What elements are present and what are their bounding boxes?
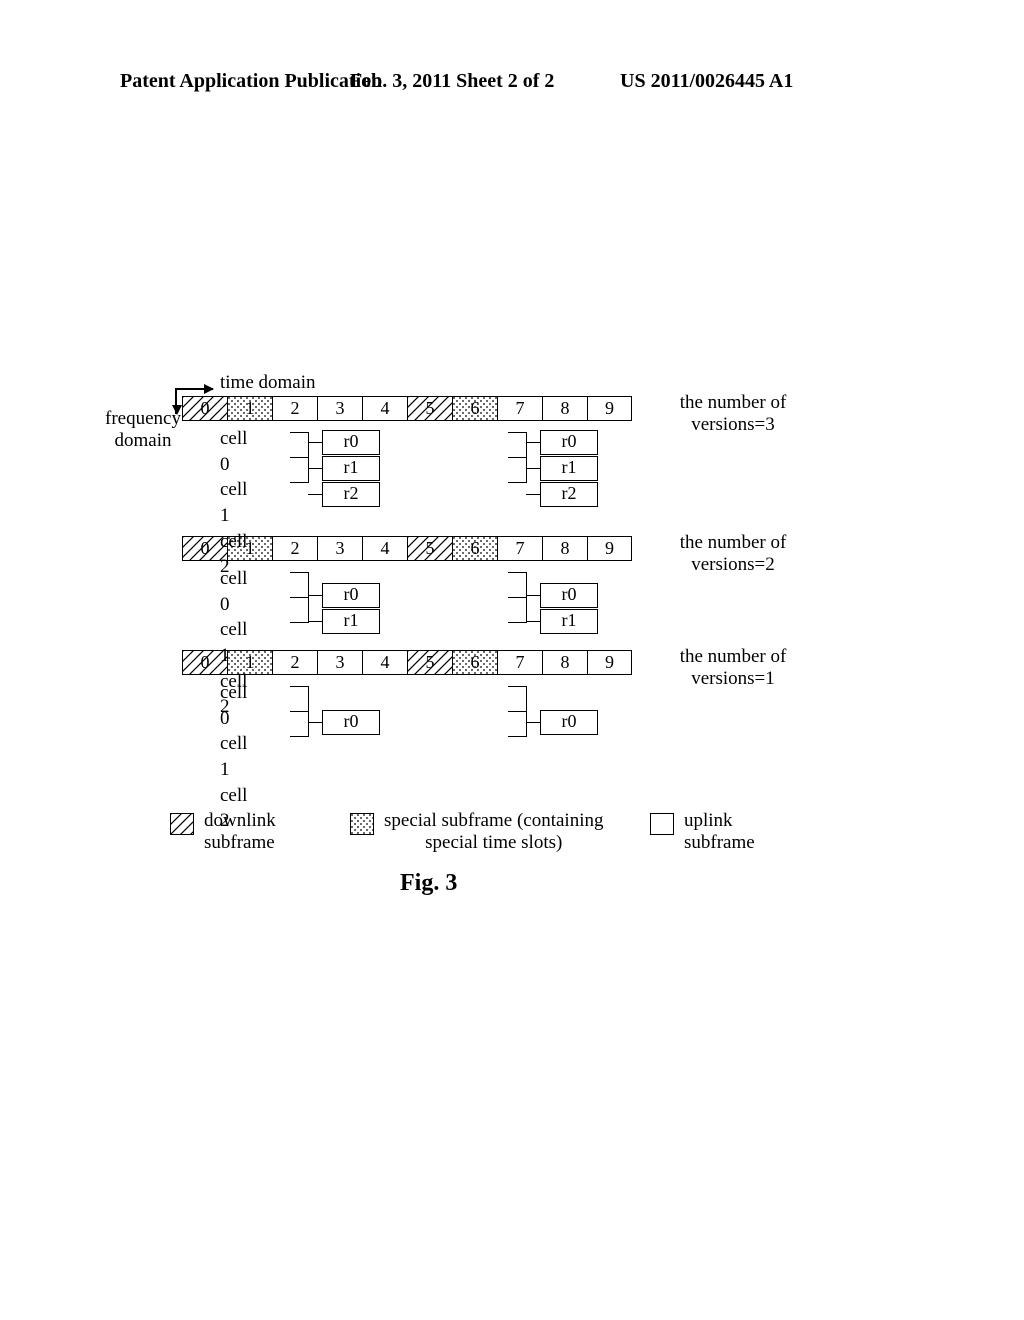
subframe-cell: 3 [317,536,362,561]
subframe-cell: 2 [272,536,317,561]
r-box: r0 [322,583,380,608]
legend-downlink-l1: downlink [204,810,276,831]
legend-uplink-l2: subframe [684,832,755,853]
legend-uplink: uplink subframe [650,810,755,854]
subframe-cell: 5 [407,536,452,561]
subframe-cell: 5 [407,650,452,675]
r-box: r0 [322,430,380,455]
subframe-cell: 1 [227,396,272,421]
subframe-cell: 6 [452,396,497,421]
r-box: r2 [540,482,598,507]
subframe-cell: 3 [317,650,362,675]
subframe-cell: 0 [182,650,227,675]
header-left: Patent Application Publication [120,70,382,93]
bracket-right [508,686,526,736]
freq-line1: frequency [105,408,181,429]
subframe-row: 0123456789 [182,650,632,675]
cell-label: cell 1 [220,731,247,782]
subframe-cell: 3 [317,396,362,421]
r-box: r1 [322,456,380,481]
subframe-cell: 9 [587,536,632,561]
bracket-right [508,572,526,622]
legend-special-l2: special time slots) [425,832,562,853]
figure-caption: Fig. 3 [400,870,457,897]
bracket-right [508,432,526,482]
versions-label: the number ofversions=2 [648,532,818,577]
subframe-cell: 8 [542,536,587,561]
subframe-cell: 4 [362,650,407,675]
header-mid: Feb. 3, 2011 Sheet 2 of 2 [350,70,554,93]
r-box: r1 [322,609,380,634]
subframe-cell: 2 [272,396,317,421]
legend-downlink-l2: subframe [204,832,275,853]
subframe-cell: 6 [452,536,497,561]
r-box: r1 [540,609,598,634]
swatch-downlink [170,813,194,835]
subframe-cell: 8 [542,650,587,675]
r-box: r0 [540,430,598,455]
cell-label: cell 0 [220,680,247,731]
cell-label: cell 1 [220,477,247,528]
cell-label: cell 0 [220,566,247,617]
subframe-cell: 8 [542,396,587,421]
subframe-cell: 1 [227,536,272,561]
legend-downlink-text: downlink subframe [204,810,276,854]
subframe-cell: 9 [587,650,632,675]
subframe-cell: 6 [452,650,497,675]
legend-special-l1: special subframe (containing [384,810,603,831]
subframe-cell: 4 [362,396,407,421]
legend-uplink-text: uplink subframe [684,810,755,854]
subframe-cell: 0 [182,536,227,561]
cell-label: cell 0 [220,426,247,477]
swatch-uplink [650,813,674,835]
freq-line2: domain [115,430,172,451]
versions-label: the number ofversions=1 [648,646,818,691]
subframe-cell: 5 [407,396,452,421]
subframe-cell: 4 [362,536,407,561]
r-box: r0 [322,710,380,735]
r-box: r0 [540,583,598,608]
header-right: US 2011/0026445 A1 [620,70,793,93]
legend-special: special subframe (containing special tim… [350,810,603,854]
subframe-cell: 9 [587,396,632,421]
legend-special-text: special subframe (containing special tim… [384,810,603,854]
versions-label: the number ofversions=3 [648,392,818,437]
subframe-cell: 7 [497,650,542,675]
bracket-left [290,432,308,482]
swatch-special [350,813,374,835]
time-axis-arrow [175,388,213,390]
r-box: r2 [322,482,380,507]
subframe-cell: 1 [227,650,272,675]
r-box: r1 [540,456,598,481]
subframe-cell: 2 [272,650,317,675]
subframe-cell: 7 [497,396,542,421]
bracket-left [290,686,308,736]
subframe-row: 0123456789 [182,396,632,421]
subframe-cell: 0 [182,396,227,421]
subframe-row: 0123456789 [182,536,632,561]
freq-domain-label: frequency domain [98,408,188,452]
bracket-left [290,572,308,622]
r-box: r0 [540,710,598,735]
legend-uplink-l1: uplink [684,810,733,831]
legend-downlink: downlink subframe [170,810,276,854]
subframe-cell: 7 [497,536,542,561]
time-domain-label: time domain [220,372,316,394]
